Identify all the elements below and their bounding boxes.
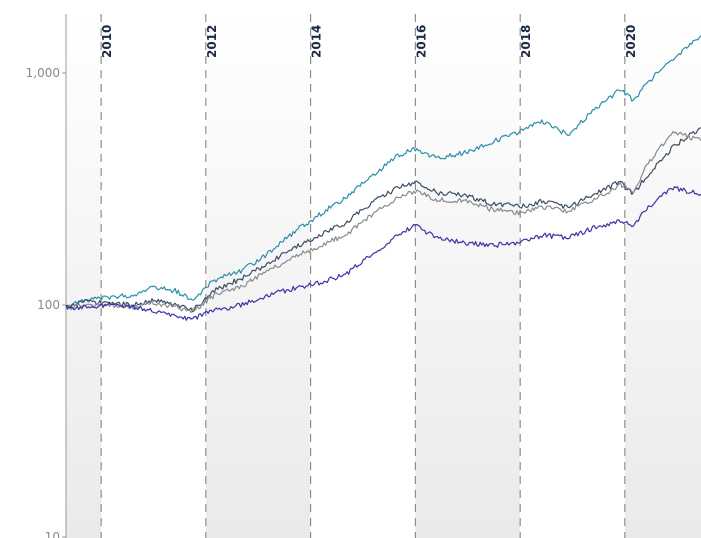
background-band xyxy=(310,14,416,538)
x-axis-ticks: 2010 2012 2014 2016 2018 2020 xyxy=(100,25,638,58)
series-line xyxy=(65,35,701,309)
y-tick-label: 10 xyxy=(45,530,60,538)
vertical-gridlines xyxy=(100,14,626,538)
x-tick-label: 2018 xyxy=(519,25,533,58)
series-line xyxy=(65,130,701,314)
y-tick-label: 1,000 xyxy=(26,66,60,80)
background-band xyxy=(415,14,521,538)
x-tick-label: 2020 xyxy=(624,25,638,58)
x-tick-label: 2016 xyxy=(414,25,428,58)
x-tick-label: 2010 xyxy=(100,25,114,58)
series-line xyxy=(65,127,701,313)
y-tick-label: 100 xyxy=(37,298,60,312)
background-bands xyxy=(66,14,701,538)
background-band xyxy=(66,14,102,538)
background-band xyxy=(624,14,701,538)
series-lines xyxy=(65,35,701,321)
x-tick-label: 2014 xyxy=(310,25,324,58)
y-axis-ticks: 10 100 1,000 xyxy=(26,66,66,538)
background-band xyxy=(101,14,206,538)
series-line xyxy=(65,186,701,321)
x-tick-label: 2012 xyxy=(205,25,219,58)
background-band xyxy=(520,14,625,538)
